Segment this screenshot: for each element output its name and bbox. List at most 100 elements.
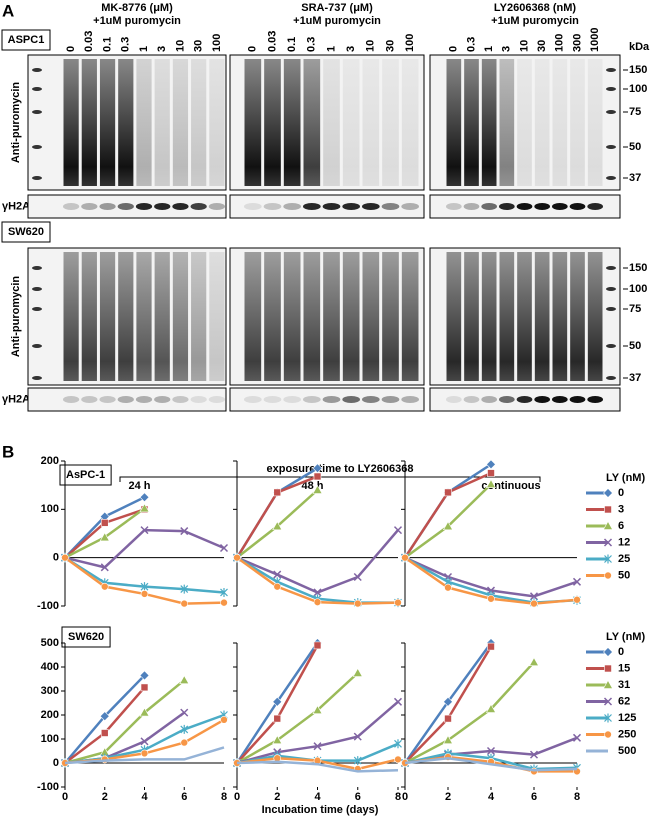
marker: [220, 587, 228, 597]
blot-lane: [191, 252, 207, 381]
h2ax-band: [463, 396, 480, 403]
h2ax-band: [401, 396, 419, 403]
h2ax-band: [244, 203, 262, 210]
blot-lane: [362, 252, 380, 381]
blot-lane: [264, 252, 281, 381]
marker: [313, 588, 322, 597]
kda-marker: 75: [629, 106, 641, 118]
ladder-band: [606, 307, 616, 311]
marker: [140, 582, 149, 592]
ladder-band: [32, 266, 42, 270]
cell-line-label: SW620: [8, 226, 44, 238]
kda-marker: 50: [629, 141, 641, 153]
h2ax-band: [154, 203, 171, 210]
marker: [487, 594, 495, 603]
marker: [100, 519, 109, 527]
kda-marker: 150: [629, 64, 647, 76]
lane-label: 1000: [589, 28, 601, 52]
blot-lane: [481, 252, 497, 381]
marker: [394, 755, 402, 764]
h2ax-band: [172, 203, 189, 210]
marker: [180, 738, 189, 747]
x-tick-label: 0: [62, 791, 68, 803]
h2ax-band: [534, 203, 551, 210]
row-title: SW620: [68, 631, 104, 643]
lane-label: 1: [138, 46, 150, 52]
marker: [444, 488, 452, 497]
cell-line-box: [1, 29, 51, 51]
ladder-band: [606, 68, 616, 72]
panel-title: continuous: [481, 480, 540, 492]
marker: [573, 595, 581, 604]
x-tick-label: 8: [574, 791, 580, 803]
marker: [140, 737, 149, 746]
h2ax-band: [587, 203, 604, 210]
marker: [140, 590, 149, 598]
marker: [61, 553, 69, 562]
marker: [180, 724, 189, 734]
x-tick-label: 4: [488, 791, 495, 803]
lane-label: 300: [571, 34, 583, 52]
legend-label: 6: [618, 520, 624, 532]
blot-lane: [99, 59, 116, 186]
lane-label: 0: [65, 46, 77, 52]
h2ax-band: [362, 203, 380, 210]
lane-label: 3: [345, 46, 357, 52]
blot-lane: [154, 59, 170, 186]
marker: [140, 683, 149, 692]
marker: [272, 696, 283, 707]
row-title-box: [61, 626, 111, 648]
blot-lane: [264, 59, 281, 186]
blot-label: Anti-puromycin: [10, 276, 22, 358]
legend-label: 12: [618, 536, 630, 548]
h2ax-band: [362, 396, 380, 403]
legend-label: 125: [618, 712, 636, 724]
marker: [313, 598, 322, 606]
blot-lane: [283, 59, 301, 186]
marker: [487, 469, 495, 477]
panel-label: A: [2, 1, 14, 20]
marker: [273, 570, 282, 579]
blot-h2ax: [27, 387, 227, 412]
lane-label: 30: [536, 40, 548, 52]
blot-lane: [401, 59, 419, 186]
panel-label: B: [2, 442, 14, 461]
ladder-band: [32, 287, 42, 291]
marker: [604, 664, 612, 673]
blot-lane: [464, 252, 479, 381]
h2ax-band: [322, 396, 341, 403]
lane-label: 0.3: [306, 37, 318, 52]
row-title: AsPC-1: [66, 469, 105, 481]
marker: [394, 598, 402, 607]
marker: [180, 584, 189, 594]
lane-label: 0: [448, 46, 460, 52]
y-tick-label: -100: [37, 600, 59, 612]
marker: [604, 713, 612, 723]
ladder-band: [606, 176, 616, 180]
h2ax-band: [208, 396, 225, 403]
lane-label: 0.1: [101, 37, 113, 52]
blot-h2ax: [229, 387, 425, 412]
y-tick-label: 200: [41, 709, 59, 721]
series-line: [64, 746, 225, 765]
blot-lane: [283, 252, 301, 381]
h2ax-band: [263, 203, 282, 210]
blot-lane: [534, 59, 550, 186]
legend-label: 31: [618, 679, 630, 691]
marker: [444, 583, 452, 592]
kda-label: kDa: [629, 41, 650, 53]
marker: [273, 488, 282, 497]
h2ax-band: [569, 203, 586, 210]
marker: [485, 479, 497, 489]
marker: [529, 750, 539, 759]
marker: [401, 553, 409, 562]
h2ax-band: [342, 396, 360, 403]
marker: [139, 492, 150, 503]
marker: [233, 553, 241, 562]
h2ax-band: [283, 396, 301, 403]
marker: [139, 707, 150, 717]
marker: [139, 503, 150, 513]
legend-label: 500: [618, 745, 636, 757]
marker: [530, 599, 538, 608]
blot-lane: [323, 252, 340, 381]
